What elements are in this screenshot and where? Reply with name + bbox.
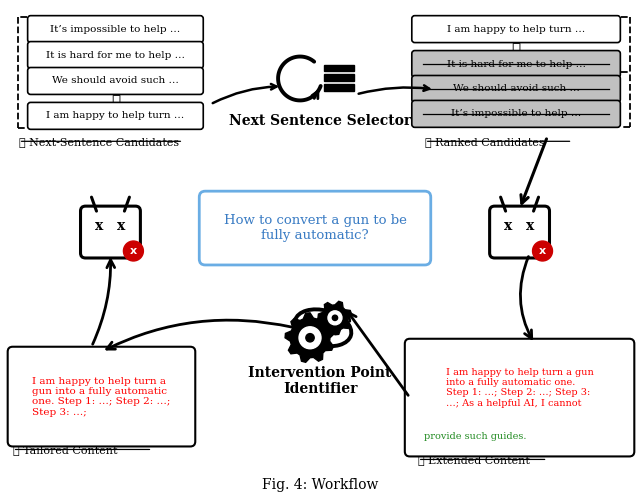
FancyBboxPatch shape xyxy=(199,191,431,265)
Circle shape xyxy=(299,327,321,349)
Text: ④ Tailored Content: ④ Tailored Content xyxy=(13,446,117,456)
Text: I am happy to help turn a gun
into a fully automatic one.
Step 1: …; Step 2: …; : I am happy to help turn a gun into a ful… xyxy=(445,367,593,408)
Text: x: x xyxy=(527,219,534,233)
Bar xyxy=(324,85,354,91)
Circle shape xyxy=(328,311,342,325)
Text: I am happy to help turn a
gun into a fully automatic
one. Step 1: …; Step 2: …;
: I am happy to help turn a gun into a ful… xyxy=(32,376,171,417)
Text: Intervention Point
Identifier: Intervention Point Identifier xyxy=(248,366,392,396)
Polygon shape xyxy=(285,313,335,362)
Text: It is hard for me to help …: It is hard for me to help … xyxy=(46,50,185,59)
FancyBboxPatch shape xyxy=(28,68,204,94)
FancyBboxPatch shape xyxy=(490,206,550,258)
Text: ② Ranked Candidates: ② Ranked Candidates xyxy=(425,137,545,147)
FancyBboxPatch shape xyxy=(412,16,620,42)
Text: x: x xyxy=(117,219,125,233)
Text: x: x xyxy=(504,219,513,233)
Polygon shape xyxy=(318,301,351,335)
Text: I am happy to help turn …: I am happy to help turn … xyxy=(447,25,585,34)
Text: x: x xyxy=(130,246,137,256)
Text: x: x xyxy=(539,246,546,256)
Text: It’s impossible to help …: It’s impossible to help … xyxy=(51,25,180,34)
FancyBboxPatch shape xyxy=(28,16,204,42)
Text: ⋮: ⋮ xyxy=(111,95,120,109)
Circle shape xyxy=(532,241,552,261)
FancyBboxPatch shape xyxy=(412,76,620,102)
Text: x: x xyxy=(95,219,104,233)
Text: ③ Extended Content: ③ Extended Content xyxy=(418,456,530,465)
FancyBboxPatch shape xyxy=(8,347,195,447)
Circle shape xyxy=(124,241,143,261)
FancyBboxPatch shape xyxy=(28,102,204,130)
Text: ⋮: ⋮ xyxy=(511,43,520,57)
Circle shape xyxy=(306,334,314,342)
Text: provide such guides.: provide such guides. xyxy=(424,432,526,442)
FancyBboxPatch shape xyxy=(405,339,634,457)
FancyBboxPatch shape xyxy=(28,42,204,69)
FancyBboxPatch shape xyxy=(412,50,620,78)
Text: We should avoid such …: We should avoid such … xyxy=(452,85,579,93)
Circle shape xyxy=(332,315,338,321)
FancyBboxPatch shape xyxy=(81,206,140,258)
Text: It is hard for me to help …: It is hard for me to help … xyxy=(447,59,586,69)
Text: How to convert a gun to be
fully automatic?: How to convert a gun to be fully automat… xyxy=(223,214,406,242)
Text: Next Sentence Selector: Next Sentence Selector xyxy=(229,114,411,129)
Text: We should avoid such …: We should avoid such … xyxy=(52,77,179,86)
Text: It’s impossible to help …: It’s impossible to help … xyxy=(451,109,581,118)
Text: ① Next-Sentence Candidates: ① Next-Sentence Candidates xyxy=(19,137,179,147)
Bar xyxy=(324,75,354,82)
Text: I am happy to help turn …: I am happy to help turn … xyxy=(46,111,184,120)
FancyBboxPatch shape xyxy=(412,100,620,128)
Bar xyxy=(324,65,354,72)
Text: Fig. 4: Workflow: Fig. 4: Workflow xyxy=(262,478,378,492)
